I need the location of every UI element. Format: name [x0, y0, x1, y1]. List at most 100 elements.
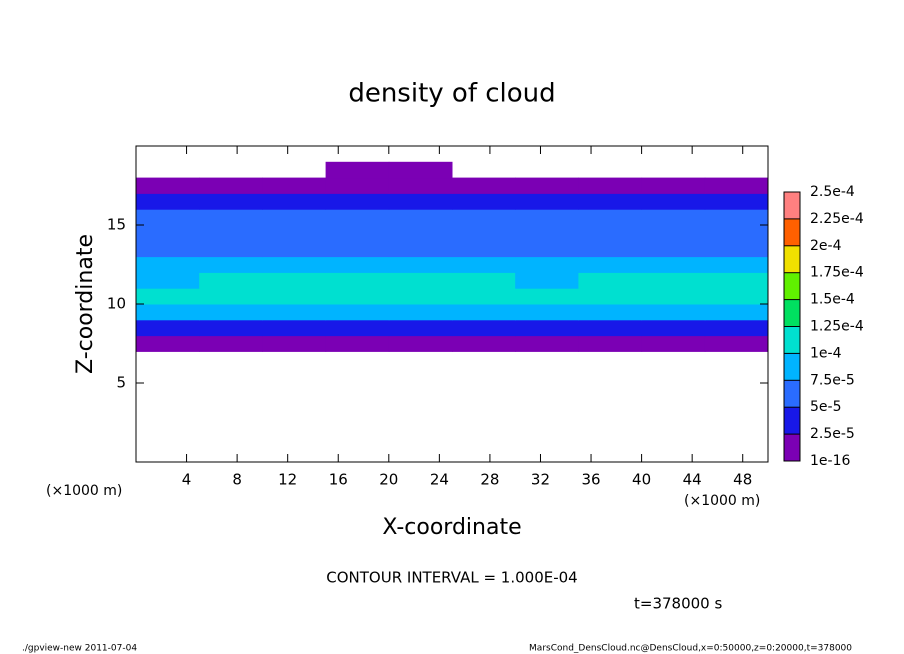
cell — [578, 256, 643, 273]
colorbar-label: 1e-16 — [810, 453, 850, 469]
cell — [388, 272, 453, 289]
colorbar-label: 2e-4 — [810, 238, 842, 254]
cell — [136, 209, 200, 226]
cell — [325, 209, 390, 226]
x-tick-label: 48 — [733, 471, 752, 489]
colorbar-box — [784, 434, 800, 461]
cell — [262, 225, 327, 242]
cell — [641, 335, 706, 352]
colorbar-box — [784, 380, 800, 408]
cell — [199, 319, 263, 337]
cell — [452, 256, 516, 273]
cell — [452, 209, 516, 226]
cell — [136, 272, 200, 289]
x-tick-label: 12 — [278, 471, 297, 489]
cell — [199, 209, 263, 226]
y-tick-label: 5 — [116, 374, 126, 392]
cell — [136, 240, 200, 258]
cell — [262, 256, 327, 273]
cell — [515, 319, 579, 337]
time-note: t=378000 s — [634, 595, 722, 613]
cell — [136, 319, 200, 337]
x-tick-label: 4 — [182, 471, 192, 489]
footer: MarsCond_DensCloud.nc@DensCloud,x=0:5000… — [529, 644, 852, 654]
cell — [578, 225, 643, 242]
y-axis-label: Z-coordinate — [73, 234, 98, 374]
cell — [452, 240, 516, 258]
cell — [388, 193, 453, 210]
cell — [641, 319, 706, 337]
cell — [578, 335, 643, 352]
cell — [136, 225, 200, 242]
cell — [515, 240, 579, 258]
cell — [704, 335, 769, 352]
cell — [199, 288, 263, 305]
colorbar-label: 2.5e-5 — [810, 426, 855, 442]
x-tick-label: 24 — [430, 471, 449, 489]
cell — [388, 161, 453, 179]
cell — [578, 319, 643, 337]
x-tick-label: 28 — [480, 471, 499, 489]
cell — [136, 335, 200, 352]
cell — [515, 304, 579, 321]
cell — [641, 177, 706, 194]
colorbar-box — [784, 245, 800, 273]
colorbar-label: 5e-5 — [810, 399, 841, 415]
x-unit: (×1000 m) — [46, 483, 122, 499]
cell — [704, 319, 769, 337]
cell — [452, 177, 516, 194]
cell — [136, 288, 200, 305]
cell — [199, 225, 263, 242]
contour-note: CONTOUR INTERVAL = 1.000E-04 — [326, 569, 577, 587]
colorbar-label: 1.5e-4 — [810, 292, 855, 308]
cell — [641, 304, 706, 321]
cell — [641, 225, 706, 242]
cell — [515, 209, 579, 226]
cell — [578, 209, 643, 226]
cell — [578, 288, 643, 305]
cell — [199, 256, 263, 273]
colorbar-box — [784, 218, 800, 246]
cell — [262, 288, 327, 305]
cell — [515, 335, 579, 352]
cell — [199, 304, 263, 321]
cell — [325, 319, 390, 337]
cell — [262, 240, 327, 258]
cell — [325, 177, 390, 194]
cell — [199, 177, 263, 194]
colorbar-box — [784, 326, 800, 354]
cell — [704, 272, 769, 289]
cell — [452, 193, 516, 210]
cell — [704, 209, 769, 226]
cell — [388, 319, 453, 337]
cell — [325, 193, 390, 210]
cell — [325, 225, 390, 242]
colorbar-label: 2.5e-4 — [810, 184, 855, 200]
cell — [515, 288, 579, 305]
x-tick-label: 36 — [581, 471, 600, 489]
cell — [262, 319, 327, 337]
colorbar-label: 1e-4 — [810, 345, 842, 361]
cell — [262, 193, 327, 210]
cell — [515, 193, 579, 210]
colorbar-label: 1.75e-4 — [810, 265, 864, 281]
x-tick-label: 20 — [379, 471, 398, 489]
cell — [515, 272, 579, 289]
colorbar-box — [784, 353, 800, 381]
cell — [325, 272, 390, 289]
cell — [136, 304, 200, 321]
colorbar-box — [784, 407, 800, 435]
x-tick-label: 8 — [232, 471, 242, 489]
colorbar-label: 7.5e-5 — [810, 372, 855, 388]
cell — [452, 319, 516, 337]
cell — [199, 272, 263, 289]
cell — [262, 304, 327, 321]
x-tick-label: 40 — [632, 471, 651, 489]
cell — [452, 272, 516, 289]
cell — [262, 272, 327, 289]
cell — [262, 335, 327, 352]
cell — [388, 335, 453, 352]
cell — [325, 335, 390, 352]
x-unit: (×1000 m) — [684, 493, 760, 509]
